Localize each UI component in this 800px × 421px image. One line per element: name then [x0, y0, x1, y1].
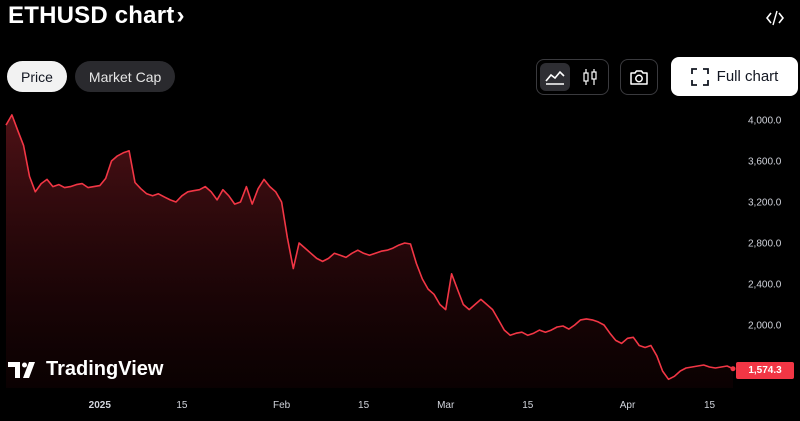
x-axis-tick-label: 2025 [89, 400, 112, 411]
chevron-right-icon: › [176, 2, 185, 29]
y-axis-tick-label: 3,200.0 [748, 198, 782, 209]
last-price-dot [730, 366, 736, 372]
price-area-fill [6, 114, 733, 389]
x-axis-tick-label: Mar [437, 400, 455, 411]
embed-code-button[interactable] [764, 7, 786, 29]
full-chart-label: Full chart [716, 68, 779, 85]
x-axis: 2025 15 Feb 15 Mar 15 Apr 15 [89, 400, 716, 411]
fullscreen-icon [690, 67, 709, 86]
chart-title-text: ETHUSD chart [8, 2, 175, 29]
x-axis-tick-label: 15 [522, 400, 534, 411]
y-axis-tick-label: 2,400.0 [748, 280, 782, 291]
code-embed-icon [766, 10, 784, 26]
camera-icon [630, 69, 648, 85]
chart-style-toggle [536, 59, 609, 95]
price-line [5, 114, 734, 381]
y-axis-tick-label: 2,800.0 [748, 239, 782, 250]
candlestick-chart-button[interactable] [575, 63, 605, 91]
area-chart-icon [545, 70, 565, 85]
tradingview-logo[interactable]: TradingView [8, 358, 163, 381]
y-axis: 4,000.0 3,600.0 3,200.0 2,800.0 2,400.0 2,000… [748, 116, 782, 332]
x-axis-tick-label: 15 [176, 400, 188, 411]
y-axis-tick-label: 4,000.0 [748, 116, 782, 127]
x-axis-tick-label: Apr [620, 400, 636, 411]
x-axis-tick-label: 15 [358, 400, 370, 411]
x-axis-tick-label: 15 [704, 400, 716, 411]
area-chart-button[interactable] [539, 63, 570, 91]
full-chart-button[interactable]: Full chart [671, 57, 798, 96]
x-axis-tick-label: Feb [273, 400, 291, 411]
candlestick-icon [583, 69, 597, 85]
logo-text: TradingView [46, 358, 164, 380]
last-price-badge: 1,574.3 [736, 362, 794, 379]
y-axis-tick-label: 3,600.0 [748, 157, 782, 168]
chart-tabs: Price Market Cap [7, 61, 176, 92]
tab-price[interactable]: Price [7, 61, 67, 92]
snapshot-button[interactable] [620, 59, 658, 95]
page-title[interactable]: ETHUSD chart › [8, 2, 185, 30]
y-axis-tick-label: 2,000.0 [748, 321, 782, 332]
tab-market-cap[interactable]: Market Cap [74, 61, 176, 92]
tradingview-logo-icon [8, 361, 35, 378]
